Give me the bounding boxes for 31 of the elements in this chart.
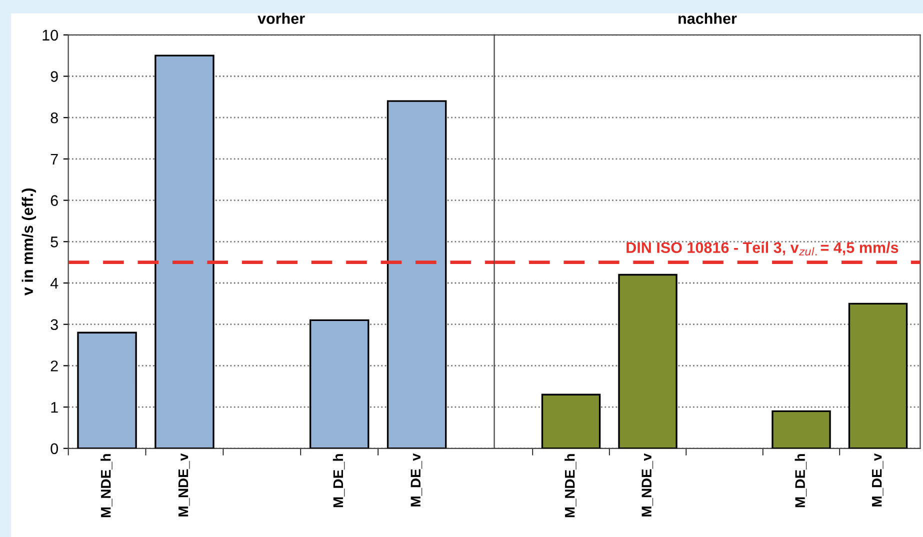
chart-title: vorher bbox=[258, 12, 305, 24]
y-tick-label: 2 bbox=[50, 360, 58, 372]
y-tick-label: 6 bbox=[50, 195, 58, 206]
y-tick-label: 4 bbox=[50, 278, 58, 289]
y-tick-label: 8 bbox=[50, 112, 58, 124]
chart-title: nachher bbox=[678, 12, 737, 24]
bar bbox=[309, 319, 370, 448]
bar bbox=[772, 410, 831, 448]
y-axis-title: v in mm/s (eff.) bbox=[22, 188, 36, 296]
bar bbox=[386, 100, 447, 448]
y-tick-label: 9 bbox=[50, 71, 58, 82]
x-tick-label: M_NDE_v bbox=[642, 453, 654, 516]
y-tick-label: 10 bbox=[42, 30, 58, 41]
y-tick-label: 0 bbox=[50, 443, 58, 454]
x-tick-label: M_DE_h bbox=[332, 454, 345, 508]
y-tick-label: 5 bbox=[50, 236, 58, 248]
x-tick-label: M_NDE_v bbox=[178, 453, 190, 516]
x-tick-label: M_DE_v bbox=[410, 453, 422, 506]
y-tick-label: 7 bbox=[50, 154, 58, 164]
x-tick-label: M_NDE_h bbox=[100, 454, 112, 518]
bar bbox=[618, 274, 678, 448]
y-tick-label: 3 bbox=[50, 319, 58, 330]
x-tick-label: M_DE_v bbox=[872, 453, 884, 506]
bar bbox=[77, 332, 137, 448]
bar bbox=[848, 302, 908, 448]
x-tick-label: M_DE_h bbox=[794, 454, 807, 508]
x-tick-label: M_NDE_h bbox=[564, 454, 576, 518]
ref-line-label: DIN ISO 10816 - Teil 3, v$_{zul.}$= 4,5 mm/s bbox=[626, 242, 898, 256]
bar bbox=[541, 394, 601, 448]
y-tick-label: 1 bbox=[51, 402, 58, 413]
bar bbox=[154, 54, 214, 448]
